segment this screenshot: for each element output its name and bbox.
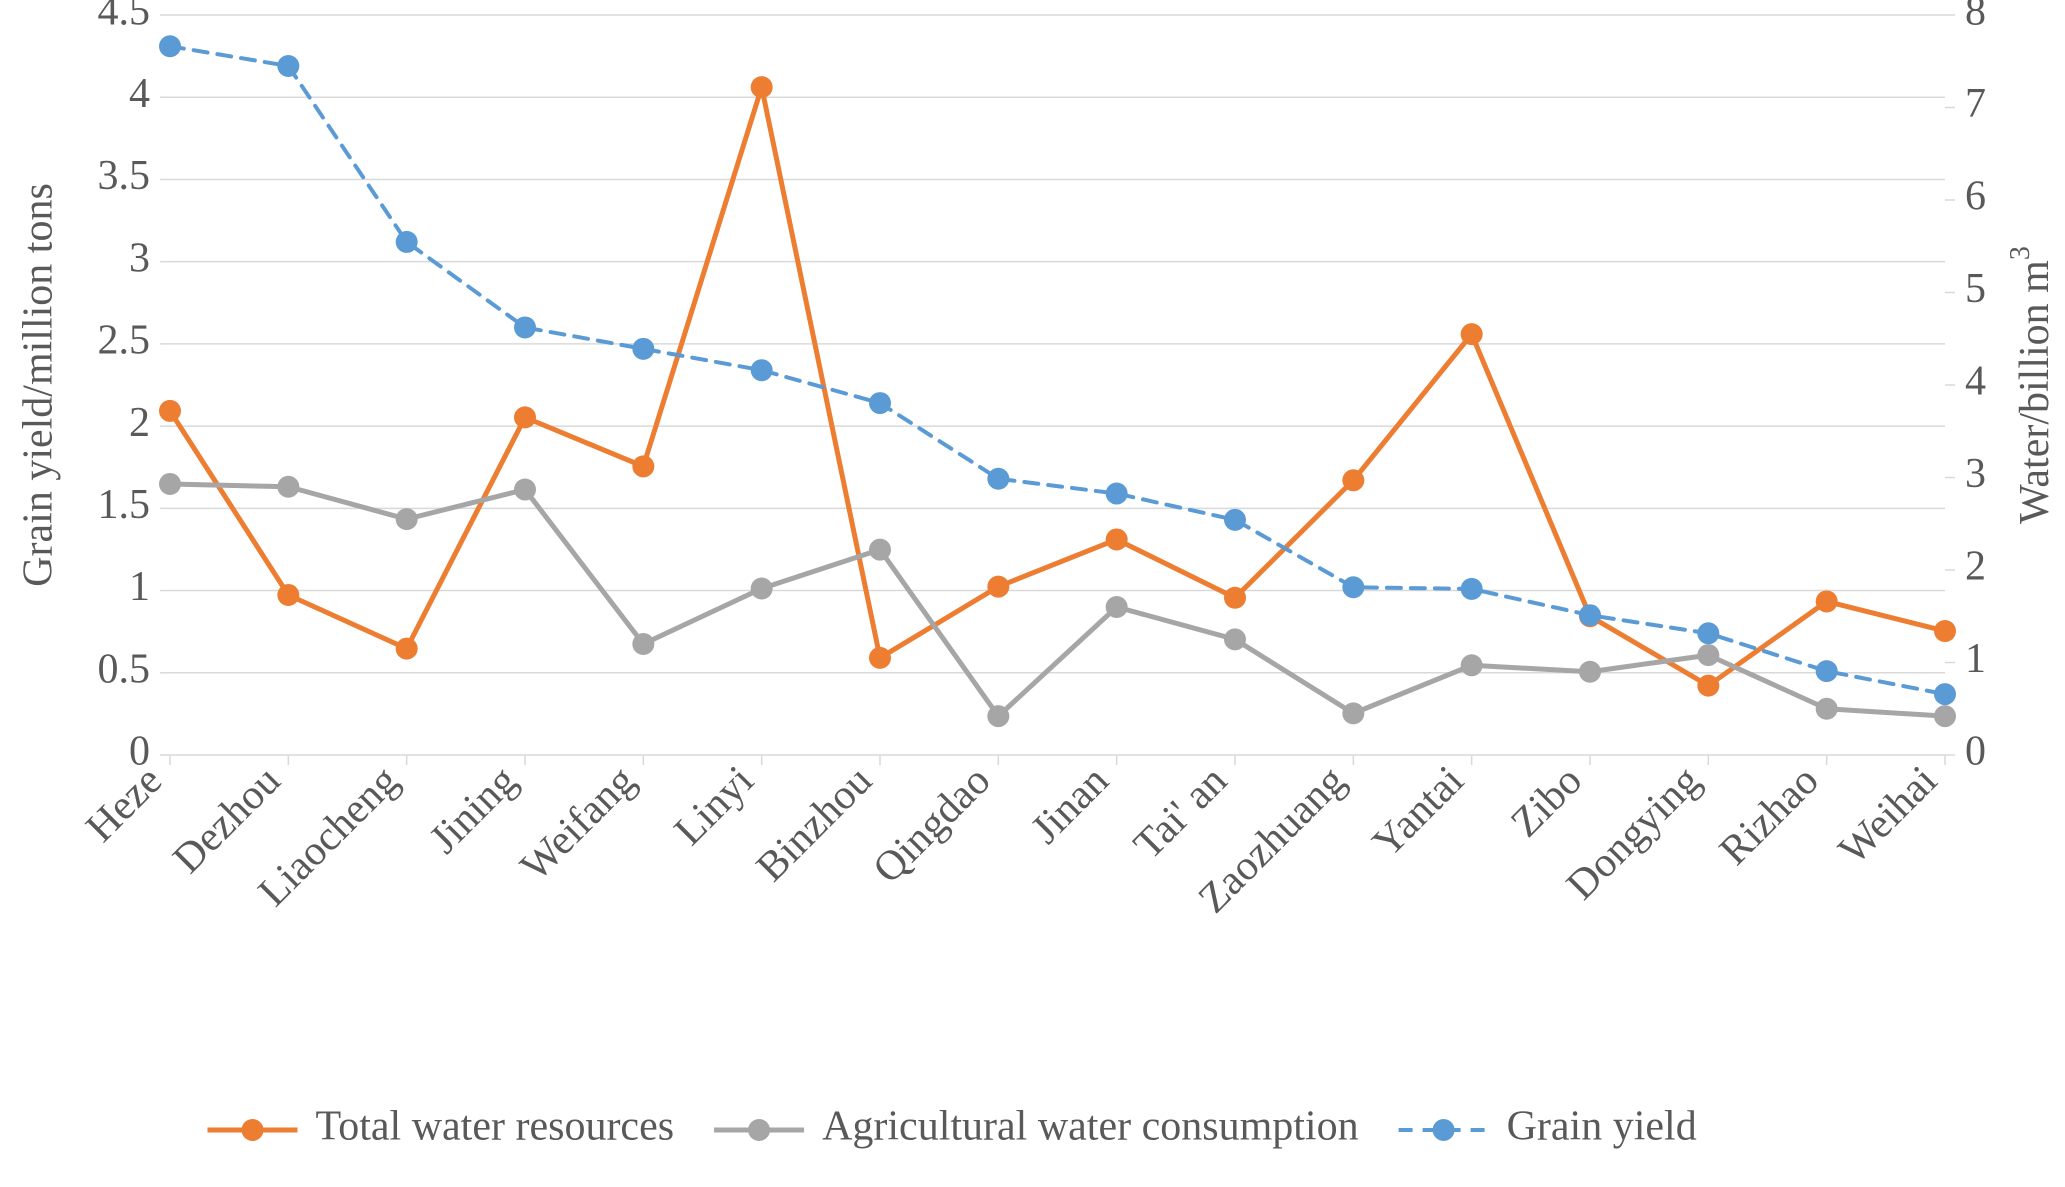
series-marker — [1816, 590, 1838, 612]
series-marker — [751, 578, 773, 600]
series-marker — [1461, 654, 1483, 676]
series-marker — [987, 468, 1009, 490]
series-marker — [1224, 587, 1246, 609]
x-category-label: Heze — [78, 758, 172, 852]
ytick-right-label: 8 — [1965, 0, 1986, 35]
series-marker — [632, 455, 654, 477]
series-marker — [396, 638, 418, 660]
series-marker — [1697, 622, 1719, 644]
series-marker — [1934, 620, 1956, 642]
series-marker — [514, 316, 536, 338]
x-category-label: Tai' an — [1125, 758, 1236, 869]
legend-marker — [242, 1119, 264, 1141]
x-category-label: Jining — [421, 758, 526, 863]
series-marker — [277, 584, 299, 606]
ytick-left-label: 1.5 — [98, 482, 151, 528]
ytick-right-label: 5 — [1965, 266, 1986, 312]
legend-item: Total water resources — [208, 1104, 675, 1150]
x-category-label: Weihai — [1830, 758, 1946, 874]
series-marker — [514, 406, 536, 428]
x-category-label: Binzhou — [748, 758, 881, 891]
series-line — [170, 484, 1945, 716]
series-line — [170, 87, 1945, 685]
x-category-label: Jinan — [1023, 758, 1118, 853]
series-marker — [1106, 596, 1128, 618]
x-category-label: Weifang — [512, 758, 644, 890]
legend-label: Agricultural water consumption — [822, 1104, 1359, 1150]
ytick-left-label: 4 — [129, 71, 150, 117]
series-marker — [1697, 675, 1719, 697]
series-marker — [1697, 644, 1719, 666]
series-marker — [1934, 705, 1956, 727]
series-marker — [1461, 323, 1483, 345]
ytick-right-label: 1 — [1965, 636, 1986, 682]
series-marker — [159, 473, 181, 495]
x-axis: HezeDezhouLiaochengJiningWeifangLinyiBin… — [78, 755, 1947, 922]
series-marker — [1342, 702, 1364, 724]
x-category-label: Linyi — [666, 758, 763, 855]
ytick-right-label: 4 — [1965, 359, 1986, 405]
series-marker — [1106, 528, 1128, 550]
legend-marker — [748, 1119, 770, 1141]
series-line — [170, 46, 1945, 694]
x-category-label: Yantai — [1364, 758, 1473, 867]
right-axis-title: Water/billion m3 — [2005, 246, 2058, 524]
ytick-right-label: 0 — [1965, 729, 1986, 775]
series-marker — [277, 476, 299, 498]
series-marker — [159, 35, 181, 57]
left-axis-title: Grain yield/million tons — [16, 183, 62, 587]
series-marker — [632, 633, 654, 655]
dual-axis-line-chart: 00.511.522.533.544.5012345678HezeDezhouL… — [0, 0, 2065, 1187]
ytick-left-label: 3.5 — [98, 153, 151, 199]
series-marker — [1342, 469, 1364, 491]
series-marker — [1579, 604, 1601, 626]
ytick-left-label: 1 — [129, 564, 150, 610]
legend-item: Agricultural water consumption — [714, 1104, 1359, 1150]
x-category-label: Rizhao — [1711, 758, 1828, 875]
series-marker — [1816, 698, 1838, 720]
ytick-left-label: 4.5 — [98, 0, 151, 35]
ytick-right-label: 3 — [1965, 451, 1986, 497]
series-marker — [869, 647, 891, 669]
series-marker — [1461, 578, 1483, 600]
ytick-right-label: 6 — [1965, 174, 1986, 220]
series-marker — [396, 508, 418, 530]
series-marker — [1816, 660, 1838, 682]
series-marker — [869, 392, 891, 414]
series-marker — [396, 231, 418, 253]
ytick-right-label: 7 — [1965, 81, 1986, 127]
series-marker — [751, 76, 773, 98]
series-marker — [514, 479, 536, 501]
series-marker — [632, 338, 654, 360]
ytick-left-label: 3 — [129, 235, 150, 281]
series-marker — [1579, 661, 1601, 683]
legend-label: Grain yield — [1507, 1104, 1697, 1150]
series-marker — [277, 55, 299, 77]
series-marker — [1342, 576, 1364, 598]
ytick-left-label: 0.5 — [98, 646, 151, 692]
series-marker — [1224, 509, 1246, 531]
legend-item: Grain yield — [1399, 1104, 1697, 1150]
series-marker — [1106, 483, 1128, 505]
series-marker — [1934, 683, 1956, 705]
x-category-label: Zibo — [1502, 758, 1591, 847]
x-category-label: Qingdao — [865, 758, 1000, 893]
series-marker — [869, 539, 891, 561]
series-marker — [159, 400, 181, 422]
series-marker — [1224, 628, 1246, 650]
legend-label: Total water resources — [316, 1104, 675, 1150]
ytick-left-label: 2.5 — [98, 318, 151, 364]
series-marker — [751, 359, 773, 381]
ytick-left-label: 2 — [129, 400, 150, 446]
series-marker — [987, 705, 1009, 727]
ytick-right-label: 2 — [1965, 544, 1986, 590]
series-marker — [987, 576, 1009, 598]
legend-marker — [1433, 1119, 1455, 1141]
